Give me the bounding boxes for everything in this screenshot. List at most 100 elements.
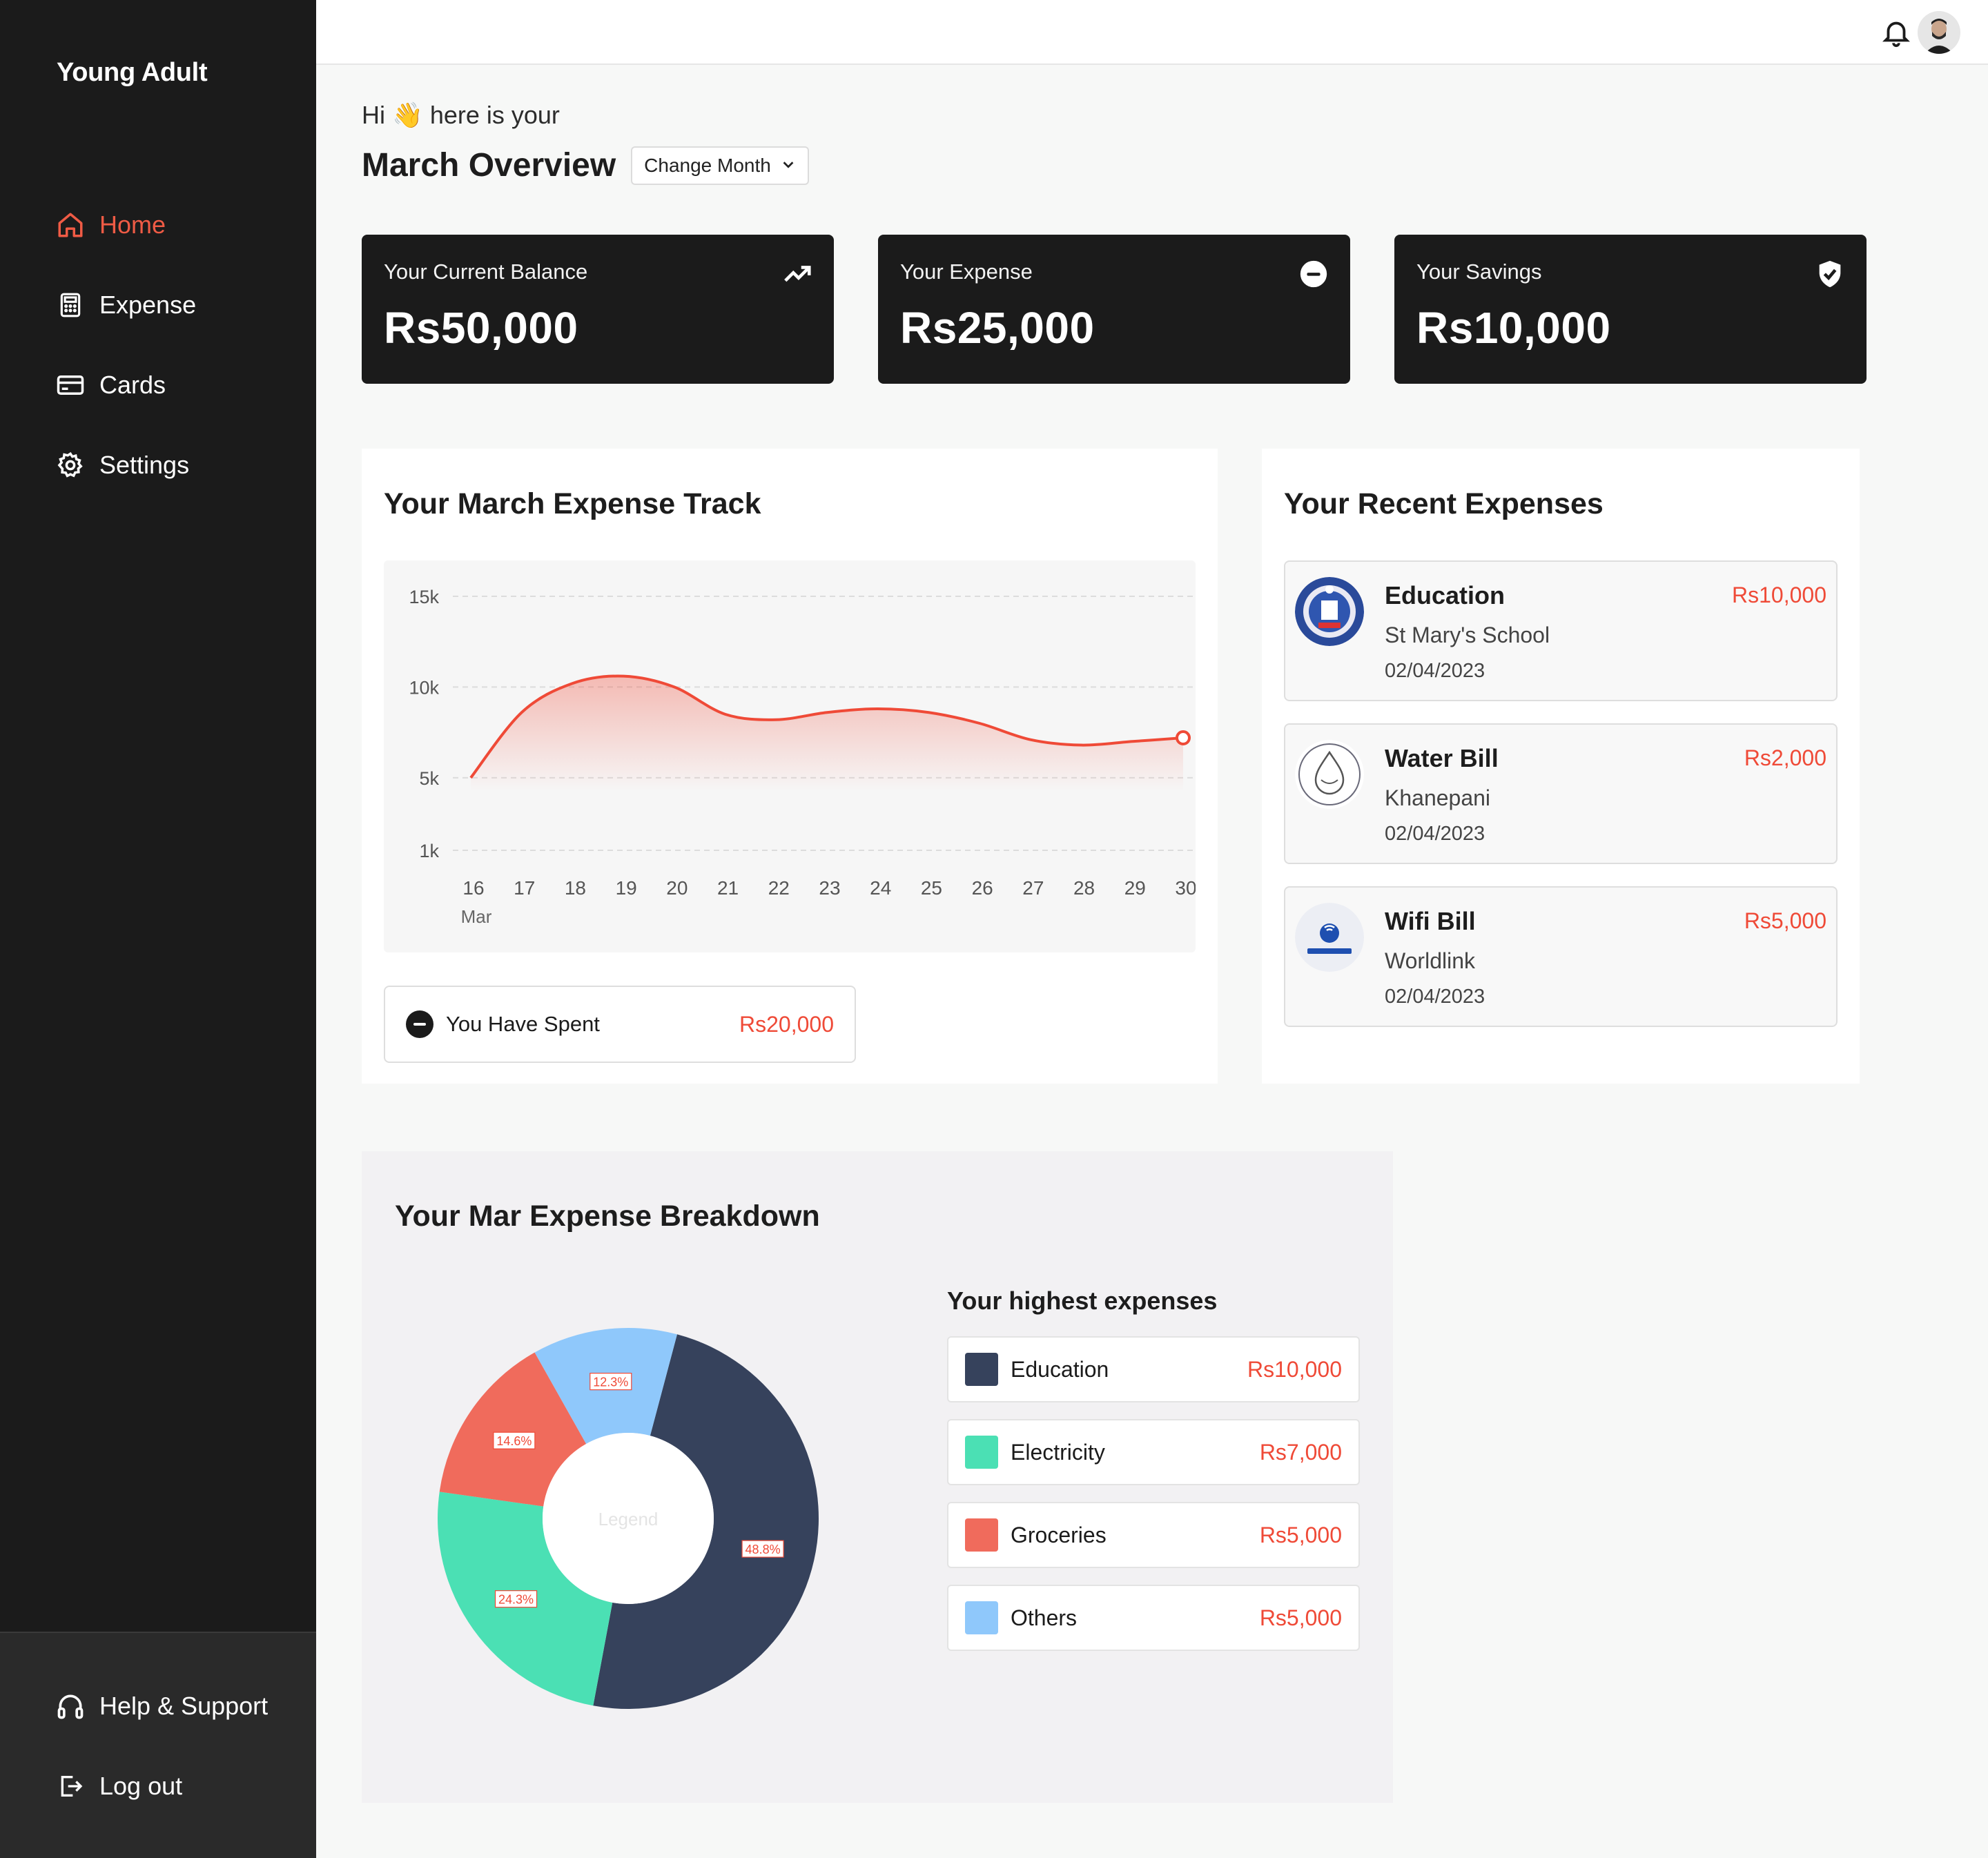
recent-amount: Rs2,000 <box>1744 745 1826 770</box>
legend-label: Education <box>1011 1356 1109 1382</box>
recent-subtitle: St Mary's School <box>1385 623 1550 647</box>
x-tick-label: 26 <box>972 877 993 899</box>
svg-text:24.3%: 24.3% <box>498 1593 534 1607</box>
brand-logo[interactable]: Young Adult <box>57 58 208 87</box>
recent-expenses-title: Your Recent Expenses <box>1284 487 1604 520</box>
donut-slice-label: 48.8% <box>741 1540 784 1558</box>
x-tick-label: 25 <box>921 877 942 899</box>
recent-title: Water Bill <box>1385 744 1499 772</box>
legend-swatch <box>965 1518 998 1552</box>
series-end-point <box>1176 730 1191 746</box>
stat-card-savings: Your Savings Rs10,000 <box>1394 235 1867 384</box>
sidebar-item-home[interactable]: Home <box>55 204 276 246</box>
recent-expense-item[interactable]: Wifi Bill Worldlink 02/04/2023 Rs5,000 <box>1284 886 1838 1027</box>
donut-slice-label: 14.6% <box>493 1431 536 1449</box>
school-logo-icon <box>1295 577 1364 646</box>
greeting-text: Hi 👋 here is your <box>362 101 560 129</box>
recent-subtitle: Worldlink <box>1385 948 1475 973</box>
sidebar-item-cards[interactable]: Cards <box>55 364 276 406</box>
trend-up-icon <box>781 258 813 290</box>
legend-amount: Rs5,000 <box>1259 1605 1342 1630</box>
donut-slice <box>439 1352 587 1507</box>
shield-check-icon <box>1814 258 1846 290</box>
x-tick-label: 18 <box>565 877 586 899</box>
line-chart-svg: 15k 10k 5k 1k 16 17 18 19 20 21 22 23 24 25 26 27 28 29 30… <box>409 587 1196 927</box>
legend-label: Others <box>1011 1605 1078 1630</box>
recent-amount: Rs5,000 <box>1744 908 1826 933</box>
legend-label: Electricity <box>1011 1439 1105 1465</box>
x-tick-label: 27 <box>1022 877 1044 899</box>
legend-amount: Rs5,000 <box>1259 1522 1342 1547</box>
donut-slice-label: 12.3% <box>589 1372 632 1391</box>
x-tick-label: 21 <box>717 877 739 899</box>
donut-hole <box>543 1433 714 1604</box>
sidebar-item-label: Cards <box>99 371 166 399</box>
sidebar: Young Adult Home Expense Cards Settings <box>0 0 316 1858</box>
breakdown-title: Your Mar Expense Breakdown <box>395 1200 820 1233</box>
minus-circle-icon <box>1298 258 1329 290</box>
x-tick-label: 22 <box>768 877 790 899</box>
calculator-icon <box>55 290 86 320</box>
legend-amount: Rs10,000 <box>1247 1356 1342 1382</box>
minus-circle-icon <box>406 1010 433 1038</box>
logout-link[interactable]: Log out <box>55 1766 276 1807</box>
stat-card-expense: Your Expense Rs25,000 <box>878 235 1350 384</box>
top-bar <box>316 0 1988 65</box>
x-tick-label: 28 <box>1073 877 1095 899</box>
x-tick-label: 19 <box>616 877 637 899</box>
x-tick-label: 16 <box>462 877 484 899</box>
expense-line-chart: 15k 10k 5k 1k 16 17 18 19 20 21 22 23 24 25 26 27 28 29 30… <box>384 560 1197 952</box>
recent-expense-item[interactable]: Water Bill Khanepani 02/04/2023 Rs2,000 <box>1284 723 1838 864</box>
stat-value: Rs50,000 <box>384 303 578 353</box>
help-support-link[interactable]: Help & Support <box>55 1685 304 1727</box>
legend-swatch <box>965 1353 998 1386</box>
avatar[interactable] <box>1918 11 1960 54</box>
logout-icon <box>55 1771 86 1801</box>
donut-center-label: Legend <box>598 1509 659 1529</box>
y-tick-label: 5k <box>419 768 439 789</box>
highest-expenses-title: Your highest expenses <box>947 1287 1218 1315</box>
svg-text:14.6%: 14.6% <box>496 1434 532 1448</box>
donut-slice <box>593 1334 819 1709</box>
logout-label: Log out <box>99 1772 183 1800</box>
home-icon <box>55 210 86 240</box>
x-tick-label: 20 <box>666 877 688 899</box>
wifi-logo-icon <box>1295 903 1364 972</box>
headphones-icon <box>55 1691 86 1721</box>
legend-amount: Rs7,000 <box>1259 1439 1342 1465</box>
y-tick-label: 10k <box>409 677 439 698</box>
spent-summary: You Have Spent Rs20,000 <box>384 986 856 1063</box>
series-area <box>471 676 1183 792</box>
recent-expense-item[interactable]: Education St Mary's School 02/04/2023 Rs… <box>1284 560 1838 701</box>
recent-title: Wifi Bill <box>1385 907 1476 935</box>
gear-icon <box>55 450 86 480</box>
sidebar-footer: Help & Support Log out <box>0 1632 316 1858</box>
x-tick-label: 17 <box>514 877 535 899</box>
legend-row: Electricity Rs7,000 <box>947 1419 1360 1485</box>
svg-text:48.8%: 48.8% <box>746 1543 781 1556</box>
legend-row: Groceries Rs5,000 <box>947 1502 1360 1568</box>
x-sub-label: Mar <box>461 906 492 927</box>
series-line <box>469 674 1184 779</box>
sidebar-item-label: Home <box>99 211 166 239</box>
expense-track-title: Your March Expense Track <box>384 487 761 520</box>
donut-slice-label: 24.3% <box>494 1590 538 1608</box>
page-title: March Overview <box>362 147 616 184</box>
stat-label: Your Current Balance <box>384 260 588 284</box>
change-month-button[interactable]: Change Month <box>631 146 809 185</box>
recent-amount: Rs10,000 <box>1732 583 1826 607</box>
bell-icon[interactable] <box>1880 17 1912 48</box>
change-month-label: Change Month <box>644 155 771 176</box>
water-logo-icon <box>1295 740 1364 809</box>
sidebar-item-settings[interactable]: Settings <box>55 444 276 486</box>
help-support-label: Help & Support <box>99 1692 269 1720</box>
sidebar-item-expense[interactable]: Expense <box>55 284 276 326</box>
svg-text:12.3%: 12.3% <box>593 1376 628 1389</box>
recent-date: 02/04/2023 <box>1385 660 1485 682</box>
spent-label: You Have Spent <box>446 1012 600 1036</box>
legend-label: Groceries <box>1011 1522 1107 1547</box>
chevron-down-icon <box>781 155 796 177</box>
stat-value: Rs25,000 <box>900 303 1095 353</box>
stat-card-balance: Your Current Balance Rs50,000 <box>362 235 834 384</box>
y-tick-label: 15k <box>409 587 439 607</box>
